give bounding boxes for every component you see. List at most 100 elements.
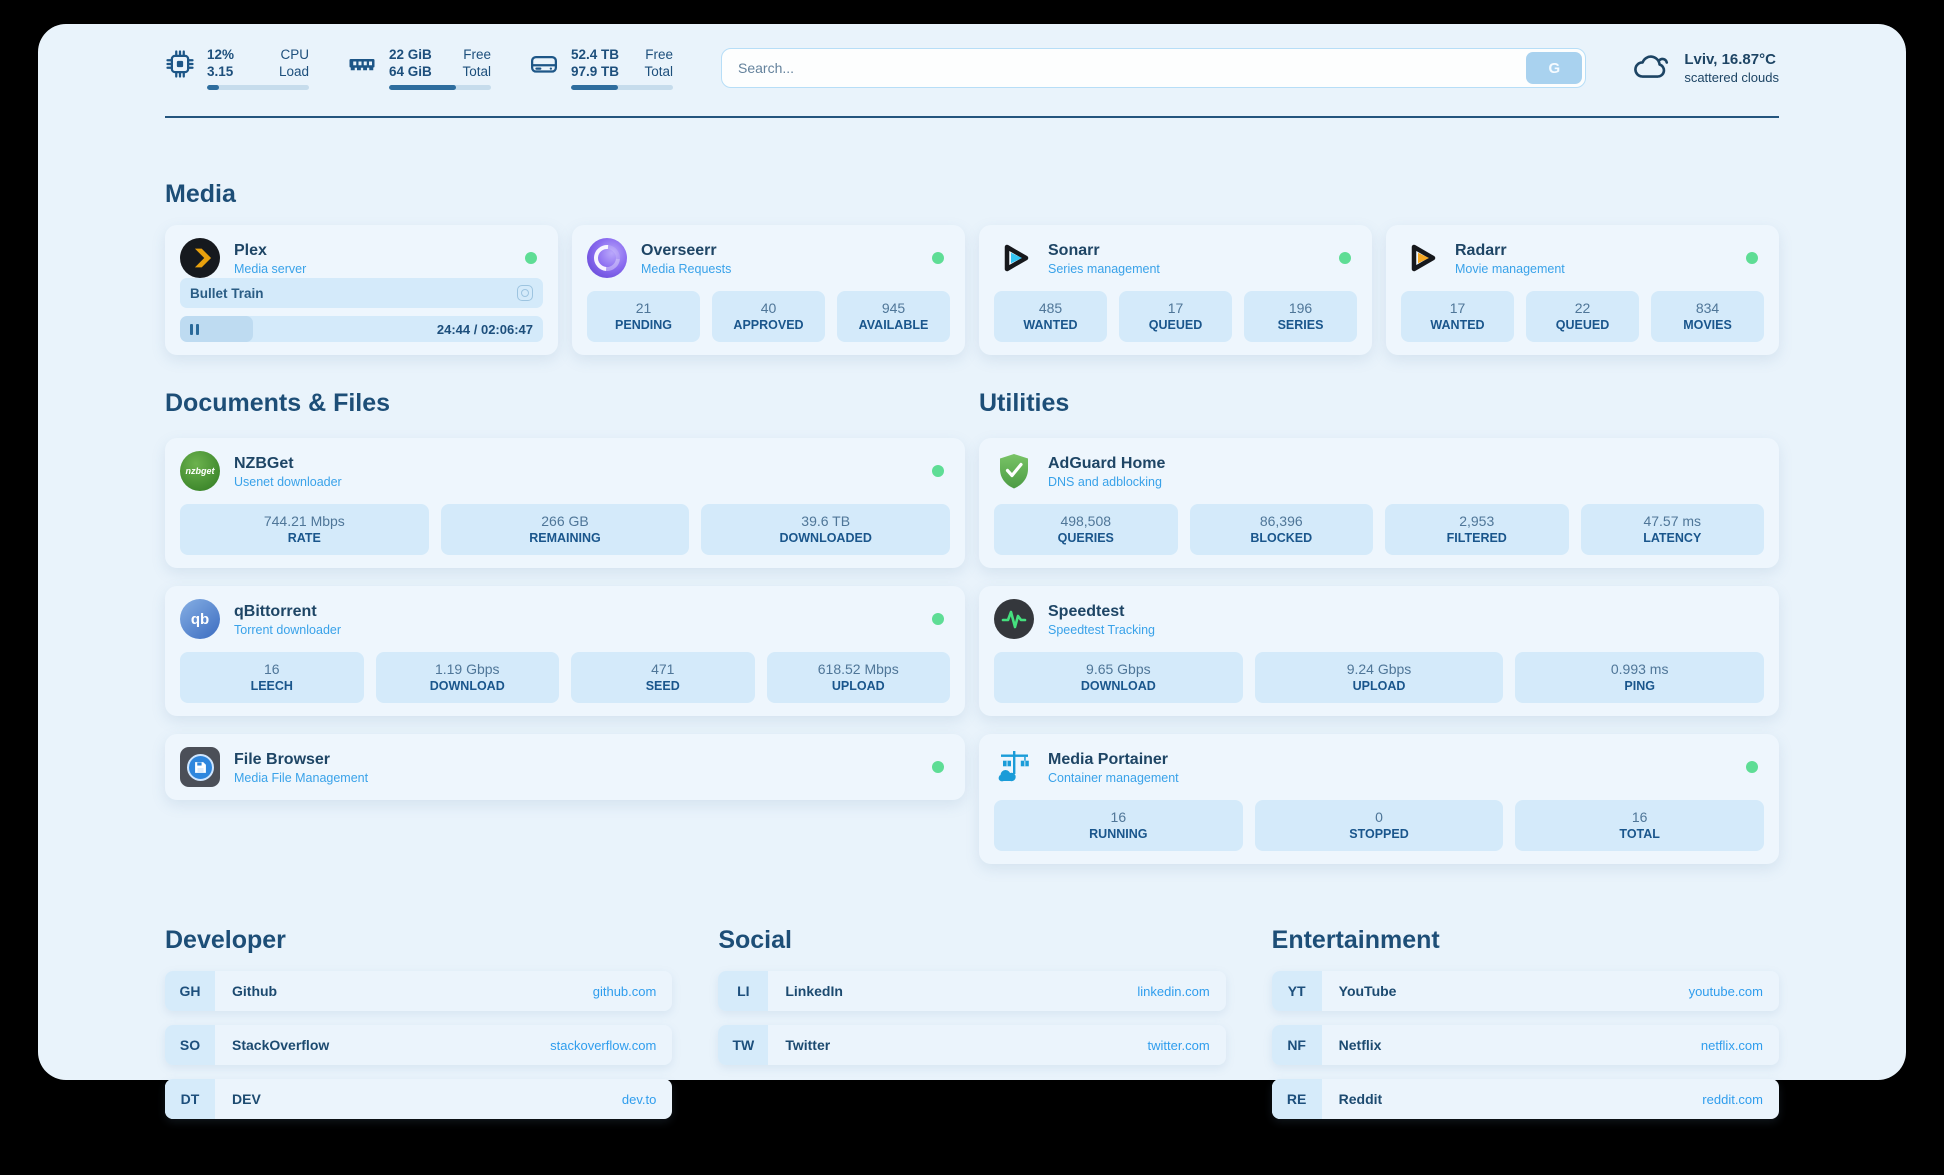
app-description: Movie management [1455, 261, 1565, 277]
app-name: Sonarr [1048, 240, 1160, 261]
app-name: Plex [234, 240, 306, 261]
pause-icon[interactable] [190, 324, 202, 335]
app-description: Media File Management [234, 770, 368, 786]
app-description: Media Requests [641, 261, 731, 277]
section-title-utilities: Utilities [979, 389, 1779, 418]
link-url[interactable]: linkedin.com [1137, 984, 1209, 999]
plex-icon [180, 238, 220, 278]
link-name: Netflix [1339, 1037, 1382, 1053]
app-name: AdGuard Home [1048, 453, 1165, 474]
disk-icon [529, 49, 559, 84]
link-name: YouTube [1339, 983, 1397, 999]
qbittorrent-icon: qb [180, 599, 220, 639]
overseerr-icon [587, 238, 627, 278]
app-name: NZBGet [234, 453, 342, 474]
app-card-filebrowser[interactable]: File Browser Media File Management [165, 734, 965, 800]
now-playing-title: Bullet Train [190, 286, 264, 301]
app-name: Speedtest [1048, 601, 1155, 622]
portainer-icon [994, 747, 1034, 787]
link-url[interactable]: github.com [593, 984, 657, 999]
ram-free-value: 22 GiB [389, 46, 432, 63]
disk-total-value: 97.9 TB [571, 63, 619, 80]
link-url[interactable]: youtube.com [1689, 984, 1763, 999]
session-icon[interactable] [517, 285, 533, 301]
disk-free-value: 52.4 TB [571, 46, 619, 63]
google-search-button[interactable]: G [1526, 52, 1582, 84]
app-name: Overseerr [641, 240, 731, 261]
link-row-netflix[interactable]: NF Netflix netflix.com [1272, 1025, 1779, 1065]
link-name: StackOverflow [232, 1037, 329, 1053]
app-description: Container management [1048, 770, 1179, 786]
link-name: Twitter [785, 1037, 830, 1053]
link-row-stackoverflow[interactable]: SO StackOverflow stackoverflow.com [165, 1025, 672, 1065]
link-url[interactable]: stackoverflow.com [550, 1038, 656, 1053]
link-name: Reddit [1339, 1091, 1383, 1107]
app-card-plex[interactable]: Plex Media server Bullet Train 24:44 / 0… [165, 225, 558, 355]
app-description: Media server [234, 261, 306, 277]
playback-time: 24:44 / 02:06:47 [437, 322, 543, 337]
weather-condition: scattered clouds [1684, 69, 1779, 86]
link-url[interactable]: dev.to [622, 1092, 656, 1107]
link-row-dev[interactable]: DT DEV dev.to [165, 1079, 672, 1119]
section-title-documents: Documents & Files [165, 389, 965, 418]
link-row-linkedin[interactable]: LI LinkedIn linkedin.com [718, 971, 1225, 1011]
developer-links-section: Developer GH Github github.com SO StackO… [165, 926, 672, 1133]
link-url[interactable]: reddit.com [1702, 1092, 1763, 1107]
app-card-nzbget[interactable]: nzbget NZBGet Usenet downloader 744.21 M… [165, 438, 965, 568]
app-description: Torrent downloader [234, 622, 341, 638]
cpu-progress-bar [207, 85, 309, 90]
link-name: LinkedIn [785, 983, 843, 999]
link-row-youtube[interactable]: YT YouTube youtube.com [1272, 971, 1779, 1011]
link-row-reddit[interactable]: RE Reddit reddit.com [1272, 1079, 1779, 1119]
link-row-github[interactable]: GH Github github.com [165, 971, 672, 1011]
media-card-grid: Plex Media server Bullet Train 24:44 / 0… [165, 225, 1779, 355]
speedtest-icon [994, 599, 1034, 639]
now-playing-row: Bullet Train [180, 278, 543, 308]
link-url[interactable]: twitter.com [1148, 1038, 1210, 1053]
link-url[interactable]: netflix.com [1701, 1038, 1763, 1053]
disk-progress-bar [571, 85, 673, 90]
radarr-icon [1401, 238, 1441, 278]
load-label: Load [279, 63, 309, 80]
cpu-usage-value: 12% [207, 46, 234, 63]
section-title-media: Media [165, 180, 1779, 209]
link-name: DEV [232, 1091, 261, 1107]
netflix-badge: NF [1272, 1025, 1322, 1065]
app-description: Usenet downloader [234, 474, 342, 490]
utilities-column: Utilities AdGuard Home DNS and adblockin… [979, 389, 1779, 864]
adguard-icon [994, 451, 1034, 491]
app-description: Series management [1048, 261, 1160, 277]
link-row-twitter[interactable]: TW Twitter twitter.com [718, 1025, 1225, 1065]
dev-badge: DT [165, 1079, 215, 1119]
search-input[interactable] [722, 60, 1523, 76]
weather-widget[interactable]: Lviv, 16.87°C scattered clouds [1630, 48, 1779, 89]
app-description: DNS and adblocking [1048, 474, 1165, 490]
